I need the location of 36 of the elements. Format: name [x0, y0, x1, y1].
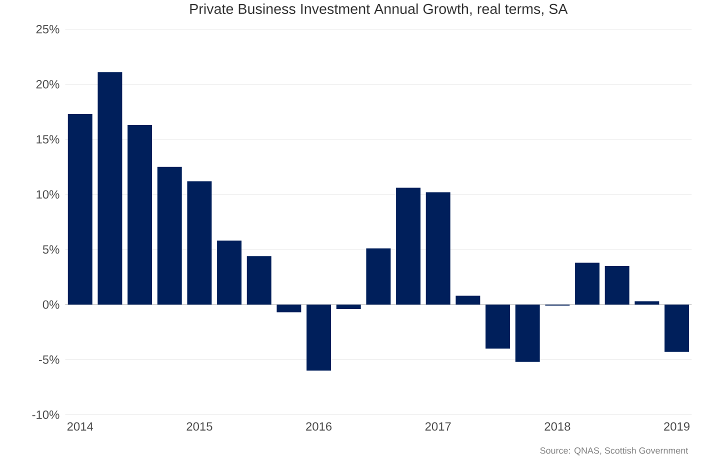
bar — [217, 240, 242, 305]
x-tick-label: 2016 — [306, 422, 332, 431]
y-tick-label: 10% — [36, 190, 60, 199]
bar — [336, 304, 361, 310]
y-tick-label: 0% — [42, 300, 60, 309]
bar — [664, 304, 689, 352]
x-tick-label: 2018 — [544, 422, 570, 431]
bar — [98, 72, 122, 305]
bar — [604, 266, 630, 305]
y-tick-label: 15% — [36, 135, 60, 144]
bar — [634, 301, 660, 305]
bar — [515, 304, 540, 362]
bar — [366, 248, 391, 305]
bar — [575, 262, 600, 305]
bar — [187, 181, 212, 305]
y-tick-label: 20% — [36, 80, 60, 89]
y-tick-label: 25% — [36, 25, 60, 34]
bar — [486, 304, 510, 349]
bar — [246, 256, 272, 305]
x-tick-label: 2014 — [67, 422, 94, 431]
bar — [306, 304, 332, 371]
bar — [68, 114, 92, 305]
x-tick-label: 2017 — [425, 422, 451, 431]
source-note: Source: QNAS, Scottish Government — [540, 447, 688, 456]
x-tick-label: 2019 — [664, 422, 690, 431]
bar — [396, 188, 421, 305]
bar — [276, 304, 302, 312]
y-tick-label: 5% — [42, 245, 60, 254]
chart-title: Private Business Investment Annual Growth, real terms, SA — [190, 4, 568, 16]
bar — [157, 166, 182, 305]
bar — [128, 125, 152, 305]
x-tick-label: 2015 — [186, 422, 212, 431]
bar — [426, 192, 450, 305]
bar — [456, 296, 480, 305]
y-tick-label: -10% — [32, 410, 60, 419]
y-tick-label: -5% — [38, 355, 60, 364]
